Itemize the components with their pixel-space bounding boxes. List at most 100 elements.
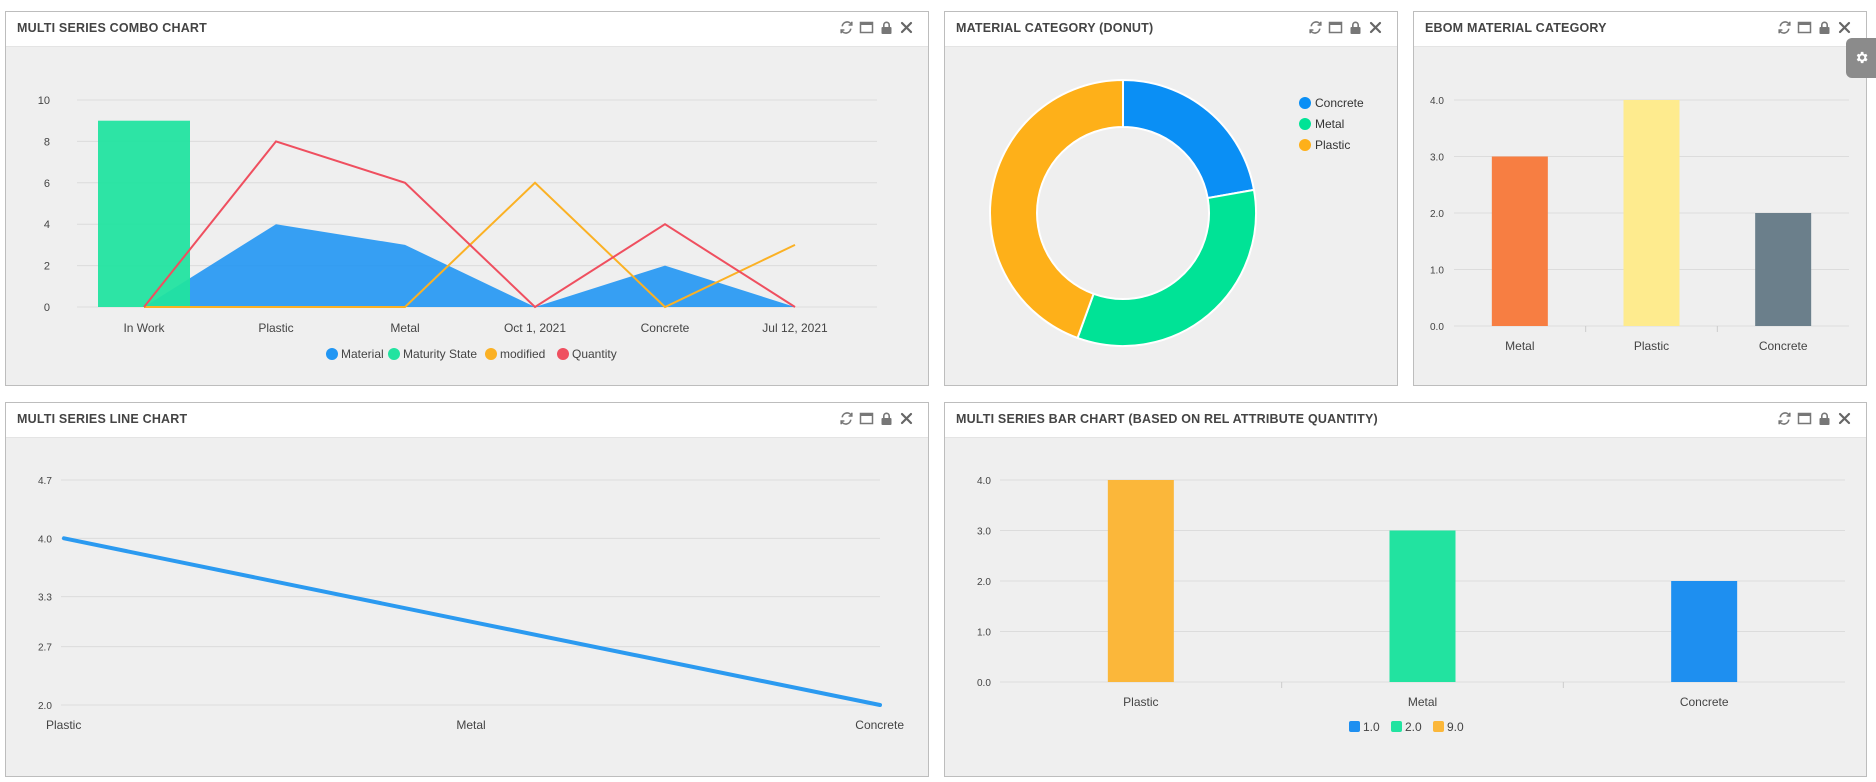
legend-item: Metal bbox=[1299, 117, 1344, 131]
x-tick-label: Concrete bbox=[1759, 339, 1808, 353]
donut-slice-metal bbox=[1076, 188, 1257, 347]
legend-item: Concrete bbox=[1299, 96, 1364, 110]
legend-item: Material bbox=[326, 347, 384, 361]
panel-donut-chart: MATERIAL CATEGORY (DONUT) Concrete Metal P… bbox=[944, 11, 1398, 386]
panel-combo-chart: MULTI SERIES COMBO CHART 0 2 4 6 8 10 In Work P… bbox=[5, 11, 929, 386]
series-material-area bbox=[144, 224, 795, 307]
panel-header: EBOM MATERIAL CATEGORY bbox=[1414, 12, 1866, 47]
legend-label: Quantity bbox=[572, 347, 617, 361]
panel-title: MULTI SERIES LINE CHART bbox=[17, 412, 188, 426]
panel-line-chart: MULTI SERIES LINE CHART 2.0 2.7 3.3 4.0 4.7 P… bbox=[5, 402, 929, 777]
y-tick-label: 8 bbox=[44, 136, 50, 148]
lock-icon[interactable] bbox=[1817, 20, 1832, 35]
legend-label: Concrete bbox=[1315, 96, 1364, 110]
close-icon[interactable] bbox=[1837, 411, 1852, 426]
x-tick-label: Plastic bbox=[258, 321, 293, 335]
refresh-icon[interactable] bbox=[1308, 20, 1323, 35]
y-tick-label: 4.7 bbox=[38, 476, 52, 487]
bar-plastic bbox=[1623, 100, 1680, 326]
maximize-icon[interactable] bbox=[859, 20, 874, 35]
legend-label: Plastic bbox=[1315, 138, 1350, 152]
maximize-icon[interactable] bbox=[1797, 411, 1812, 426]
x-tick-label: Concrete bbox=[855, 718, 904, 732]
y-tick-label: 1.0 bbox=[1430, 266, 1444, 277]
lock-icon[interactable] bbox=[1817, 411, 1832, 426]
y-tick-label: 0.0 bbox=[977, 678, 991, 689]
legend-label: 2.0 bbox=[1405, 720, 1422, 734]
maximize-icon[interactable] bbox=[1797, 20, 1812, 35]
panel-title: MATERIAL CATEGORY (DONUT) bbox=[956, 21, 1154, 35]
y-tick-label: 2.0 bbox=[38, 701, 52, 712]
refresh-icon[interactable] bbox=[1777, 411, 1792, 426]
close-icon[interactable] bbox=[1368, 20, 1383, 35]
lock-icon[interactable] bbox=[1348, 20, 1363, 35]
y-tick-label: 2.0 bbox=[1430, 209, 1444, 220]
legend-marker bbox=[1299, 97, 1311, 109]
panel-tools bbox=[839, 411, 914, 426]
x-tick-label: Concrete bbox=[1680, 695, 1729, 709]
legend-marker bbox=[1433, 721, 1444, 732]
close-icon[interactable] bbox=[899, 20, 914, 35]
y-tick-label: 6 bbox=[44, 178, 50, 190]
legend-label: Metal bbox=[1315, 117, 1344, 131]
multibar-chart: 0.0 1.0 2.0 3.0 4.0 Plastic Metal Concrete 1.0 2.… bbox=[977, 476, 1845, 734]
x-tick-label: Oct 1, 2021 bbox=[504, 321, 566, 335]
close-icon[interactable] bbox=[1837, 20, 1852, 35]
y-tick-label: 4.0 bbox=[977, 476, 991, 487]
y-tick-label: 2 bbox=[44, 261, 50, 273]
x-tick-label: Plastic bbox=[1634, 339, 1669, 353]
bar-metal bbox=[1491, 156, 1548, 326]
panel-header: MULTI SERIES LINE CHART bbox=[6, 403, 928, 438]
bar-series-2.0 bbox=[1389, 530, 1456, 682]
lock-icon[interactable] bbox=[879, 20, 894, 35]
legend-label: modified bbox=[500, 347, 545, 361]
legend-item: modified bbox=[485, 347, 545, 361]
legend-item: 1.0 bbox=[1349, 720, 1380, 734]
legend-marker bbox=[388, 348, 400, 360]
y-tick-label: 10 bbox=[38, 95, 50, 107]
y-tick-label: 3.3 bbox=[38, 593, 52, 604]
maximize-icon[interactable] bbox=[1328, 20, 1343, 35]
legend-label: 9.0 bbox=[1447, 720, 1464, 734]
legend-item: Quantity bbox=[557, 347, 617, 361]
legend-marker bbox=[485, 348, 497, 360]
legend-item: 2.0 bbox=[1391, 720, 1422, 734]
y-tick-label: 2.7 bbox=[38, 643, 52, 654]
y-tick-label: 4.0 bbox=[38, 534, 52, 545]
bar-maturity-state bbox=[98, 120, 190, 307]
settings-tab[interactable] bbox=[1846, 38, 1876, 78]
refresh-icon[interactable] bbox=[839, 20, 854, 35]
refresh-icon[interactable] bbox=[1777, 20, 1792, 35]
series-line bbox=[62, 536, 882, 707]
panel-header: MULTI SERIES COMBO CHART bbox=[6, 12, 928, 47]
panel-tools bbox=[1777, 20, 1852, 35]
maximize-icon[interactable] bbox=[859, 411, 874, 426]
bar-concrete bbox=[1755, 213, 1812, 326]
y-tick-label: 0.0 bbox=[1430, 322, 1444, 333]
legend-label: Material bbox=[341, 347, 384, 361]
x-tick-label: Jul 12, 2021 bbox=[762, 321, 828, 335]
y-tick-label: 3.0 bbox=[977, 527, 991, 538]
ebom-bar-chart: 0.0 1.0 2.0 3.0 4.0 Metal Plastic Concrete bbox=[1430, 96, 1849, 353]
legend-marker bbox=[1349, 721, 1360, 732]
legend-item: Plastic bbox=[1299, 138, 1350, 152]
y-tick-label: 4 bbox=[44, 219, 50, 231]
x-tick-label: Metal bbox=[390, 321, 419, 335]
legend-item: 9.0 bbox=[1433, 720, 1464, 734]
legend-marker bbox=[326, 348, 338, 360]
panel-title: EBOM MATERIAL CATEGORY bbox=[1425, 21, 1607, 35]
line-chart: 2.0 2.7 3.3 4.0 4.7 Plastic Metal Concrete bbox=[38, 476, 904, 732]
close-icon[interactable] bbox=[899, 411, 914, 426]
donut-slice-concrete bbox=[1122, 78, 1256, 200]
refresh-icon[interactable] bbox=[839, 411, 854, 426]
x-tick-label: Metal bbox=[1505, 339, 1534, 353]
legend-marker bbox=[1299, 118, 1311, 130]
panel-tools bbox=[839, 20, 914, 35]
panel-title: MULTI SERIES BAR CHART (BASED ON REL ATT… bbox=[956, 412, 1378, 426]
x-tick-label: Plastic bbox=[46, 718, 81, 732]
panel-tools bbox=[1777, 411, 1852, 426]
lock-icon[interactable] bbox=[879, 411, 894, 426]
bar-series-1.0 bbox=[1671, 581, 1738, 682]
panel-tools bbox=[1308, 20, 1383, 35]
y-tick-label: 4.0 bbox=[1430, 96, 1444, 107]
